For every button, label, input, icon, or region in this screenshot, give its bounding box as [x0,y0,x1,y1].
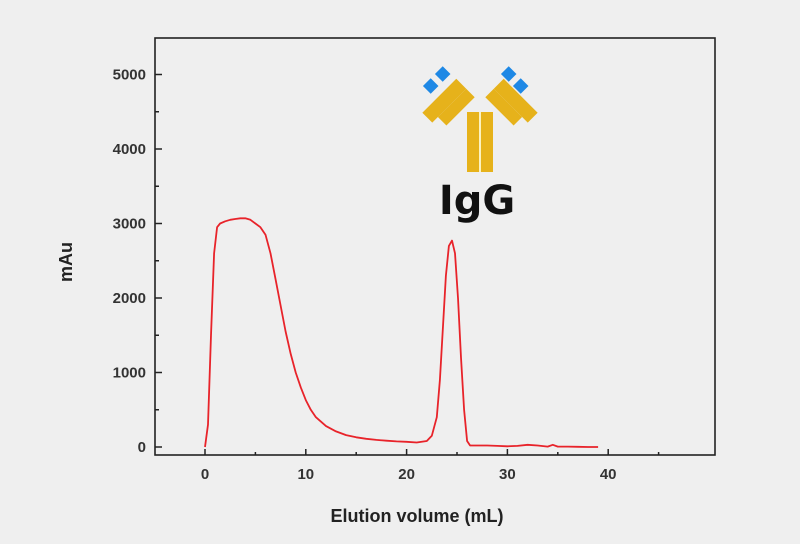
y-tick-label: 3000 [113,216,146,233]
x-tick-label: 30 [499,466,516,483]
x-tick-label: 40 [600,466,617,483]
x-tick-label: 0 [201,466,209,483]
y-axis-ticks: 0 1000 2000 3000 4000 5000 [113,67,162,456]
y-tick-label: 5000 [113,67,146,84]
y-tick-label: 1000 [113,365,146,382]
x-tick-label: 10 [297,466,314,483]
antibody-y-icon [422,66,538,172]
plot-frame [154,37,716,456]
y-tick-label: 2000 [113,290,146,307]
y-axis-title: mAu [56,242,76,282]
x-axis-ticks: 0 10 20 30 40 [201,449,660,483]
y-tick-label: 4000 [113,141,146,158]
y-tick-label: 0 [138,439,146,456]
x-tick-label: 20 [398,466,415,483]
igg-label: IgG [439,178,515,224]
x-axis-title: Elution volume (mL) [331,506,504,526]
chromatogram-trace [204,217,599,448]
